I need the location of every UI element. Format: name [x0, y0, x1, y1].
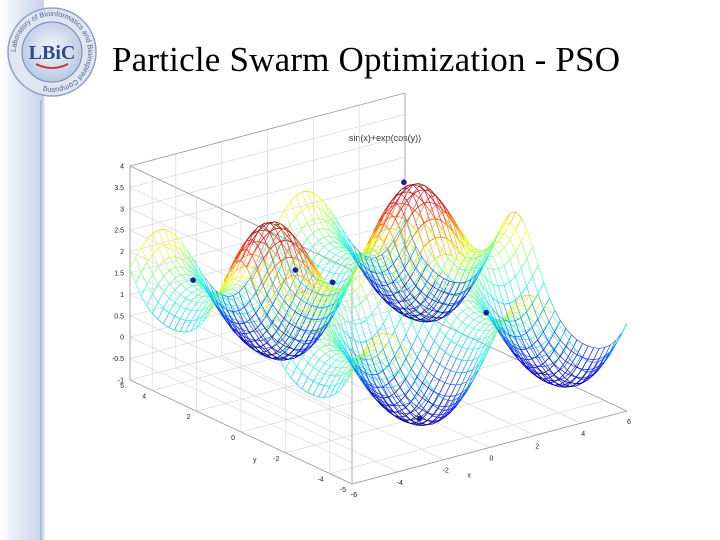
particle-point-6 — [401, 179, 407, 186]
axes-box — [129, 92, 628, 485]
left-band-edge — [40, 100, 46, 540]
slide-title: Particle Swarm Optimization - PSO — [112, 40, 621, 79]
y-tick-label: 5 — [120, 383, 124, 390]
x-tick-label: 0 — [490, 456, 494, 463]
y-tick-label: -2 — [273, 456, 279, 463]
particle-point-2 — [329, 279, 336, 286]
lbic-logo-icon: Laboratory of Bioinformatics and Bioinsp… — [7, 7, 97, 97]
z-tick-label: 2.5 — [114, 228, 124, 235]
particle-point-3 — [483, 309, 490, 316]
figure-panel — [100, 126, 660, 510]
y-tick-label: 0 — [231, 435, 235, 442]
z-tick-label: 4 — [120, 164, 124, 171]
particle-point-4 — [292, 267, 299, 273]
y-tick-label: 2 — [187, 414, 191, 421]
y-tick-label: -4 — [318, 477, 324, 484]
x-tick-label: 4 — [581, 431, 585, 438]
y-tick-label: 4 — [142, 393, 146, 400]
z-tick-label: 0 — [120, 335, 124, 342]
y-axis-label: y — [253, 457, 257, 464]
z-tick-label: -0.5 — [112, 356, 124, 363]
x-tick-label: -2 — [443, 468, 449, 475]
x-axis-label: x — [468, 473, 472, 480]
x-tick-label: -6 — [351, 492, 357, 499]
z-tick-label: 1.5 — [114, 271, 124, 278]
x-tick-label: 6 — [627, 419, 631, 426]
z-tick-label: -1 — [118, 378, 124, 385]
plot-title: sin(x)+exp(cos(y)) — [348, 133, 422, 143]
tick-labels: -1 -0.5 0 0.5 1 1.5 2 2.5 3 3.5 4 -5 -4 -2 0 2 4 5 -6 -4 -2 0… — [112, 164, 631, 500]
surface-mesh — [129, 183, 628, 426]
z-tick-label: 0.5 — [114, 313, 124, 320]
z-tick-label: 3 — [120, 206, 124, 213]
particle-point-1 — [190, 277, 196, 284]
x-tick-label: 2 — [535, 443, 539, 450]
x-tick-label: -4 — [397, 480, 403, 487]
particle-point-5 — [416, 415, 423, 422]
y-tick-label: -5 — [340, 487, 346, 494]
z-tick-label: 2 — [120, 249, 124, 256]
logo-text: LBiC — [29, 42, 76, 64]
z-tick-label: 1 — [120, 292, 124, 299]
z-tick-label: 3.5 — [114, 185, 124, 192]
particles — [190, 179, 490, 422]
